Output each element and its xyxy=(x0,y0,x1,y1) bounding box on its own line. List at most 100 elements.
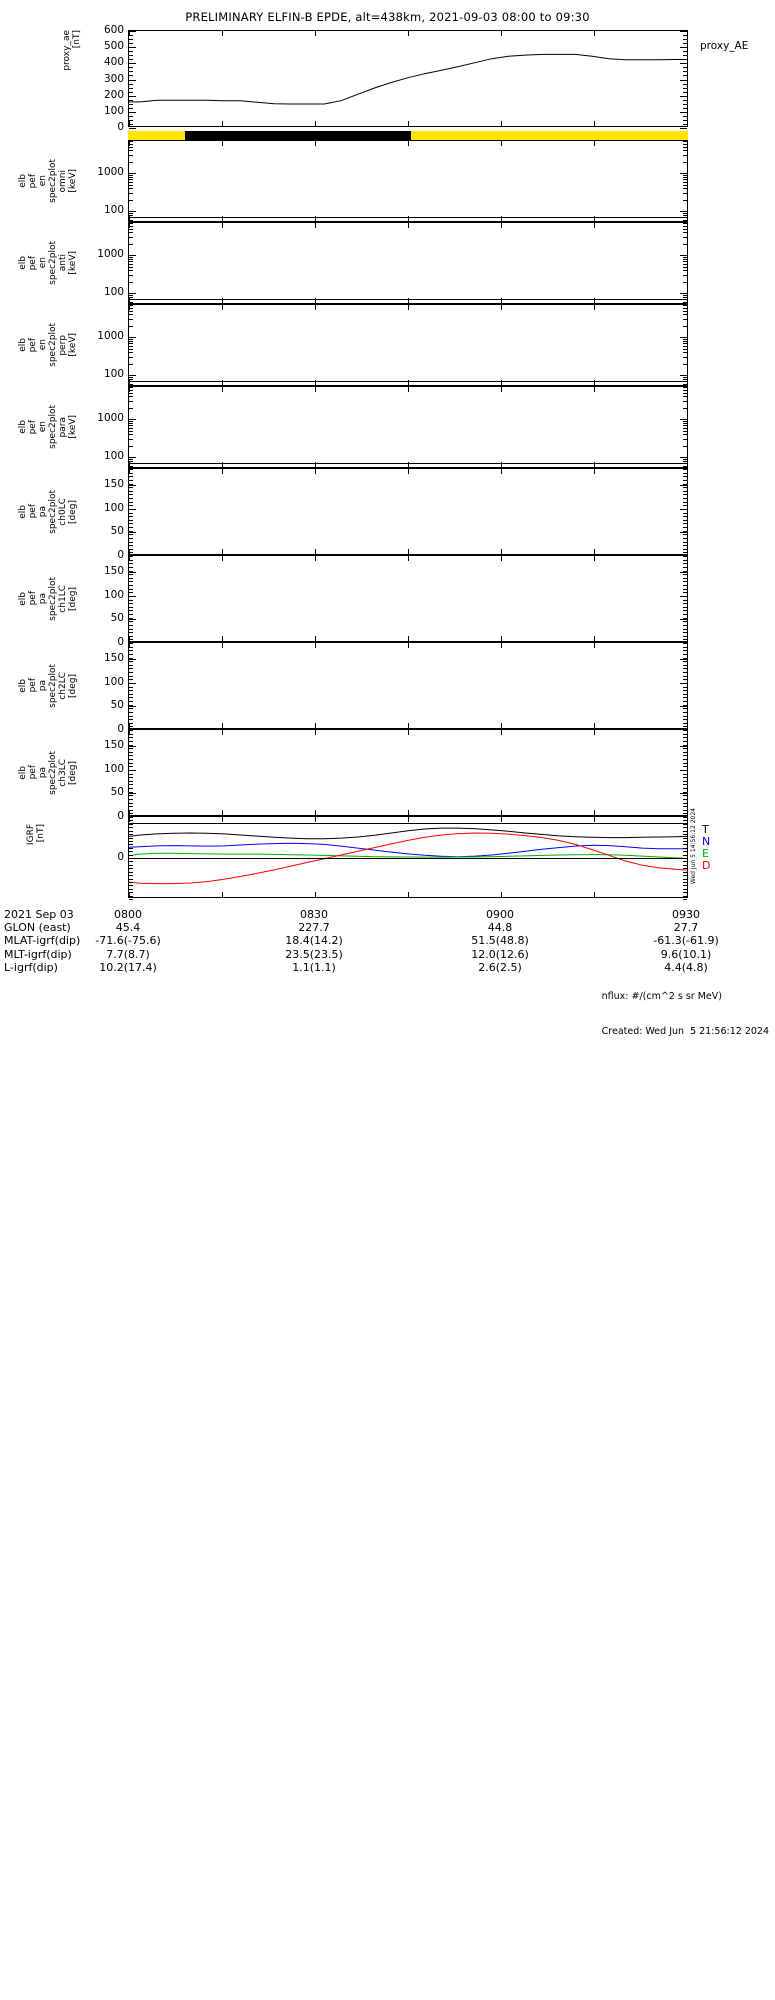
y-minor-tick xyxy=(129,817,133,818)
x-tick-mark xyxy=(315,730,316,735)
ephemeris-value: 7.7(8.7) xyxy=(106,947,150,961)
x-tick-mark xyxy=(408,141,409,146)
y-minor-tick xyxy=(129,759,133,760)
panel-pa-ch0lc[interactable] xyxy=(128,468,688,557)
ylabel-line: pef xyxy=(28,173,38,189)
y-minor-tick xyxy=(129,737,133,739)
y-minor-tick xyxy=(129,63,133,65)
y-minor-tick xyxy=(129,188,133,190)
panel-epde-omni[interactable] xyxy=(128,140,688,224)
y-minor-tick xyxy=(683,585,687,586)
ephemeris-row: L-igrf(dip) 10.2(17.4) 1.1(1.1) 2.6(2.5) 4.4… xyxy=(4,961,775,974)
y-minor-tick xyxy=(683,813,687,815)
y-minor-tick xyxy=(683,383,687,385)
y-minor-tick xyxy=(683,301,687,303)
y-minor-tick xyxy=(683,646,687,648)
ylabel-line: pef xyxy=(28,419,38,435)
y-minor-tick xyxy=(683,115,687,117)
y-minor-tick xyxy=(129,614,133,615)
ylabel-line: ch1LC xyxy=(58,584,68,613)
y-minor-tick xyxy=(683,232,687,234)
y-minor-tick xyxy=(129,606,133,608)
panel-pa-ch1lc[interactable] xyxy=(128,555,688,644)
ylabel-line: omni xyxy=(58,169,68,193)
ephemeris-row: MLT-igrf(dip) 7.7(8.7) 23.5(23.5) 12.0(12.6… xyxy=(4,948,775,961)
x-tick-mark xyxy=(315,636,316,641)
y-minor-tick xyxy=(129,293,133,295)
ylabel-line: elb xyxy=(18,504,28,519)
y-minor-tick xyxy=(683,258,687,260)
y-tick-label: 150 xyxy=(103,565,124,578)
y-minor-tick xyxy=(129,559,133,561)
y-minor-tick xyxy=(683,407,687,409)
y-minor-tick xyxy=(129,107,133,109)
x-tick-mark xyxy=(315,31,316,36)
x-tick-mark xyxy=(594,31,595,36)
y-minor-tick xyxy=(683,679,687,681)
ylabel-line: pef xyxy=(28,591,38,606)
y-minor-tick xyxy=(129,340,133,342)
y-tick-mark xyxy=(129,793,136,795)
y-minor-tick xyxy=(129,407,133,409)
y-minor-tick xyxy=(129,314,133,316)
y-minor-tick xyxy=(683,363,687,365)
ylabel-line: proxy_ae xyxy=(62,30,72,71)
ylabel-line: spec2plot xyxy=(48,241,58,285)
x-tick-mark xyxy=(129,723,130,728)
ephemeris-value: 227.7 xyxy=(298,921,330,935)
y-tick-label: 1000 xyxy=(97,412,124,425)
y-minor-tick xyxy=(129,624,133,626)
ylabel-line: en xyxy=(38,175,48,187)
y-minor-tick xyxy=(129,47,133,49)
panel-pa-ch3lc[interactable] xyxy=(128,729,688,818)
y-minor-tick xyxy=(683,701,687,702)
x-tick-mark xyxy=(501,216,502,221)
ylabel-line: ch0LC xyxy=(58,497,68,526)
y-minor-tick xyxy=(129,111,133,113)
ylabel-line: elb xyxy=(18,765,28,780)
panel-proxy-ae[interactable] xyxy=(128,30,688,129)
y-minor-tick xyxy=(129,146,133,148)
x-tick-mark xyxy=(222,380,223,385)
y-minor-tick xyxy=(129,519,133,521)
y-minor-tick xyxy=(683,146,687,148)
ylabel-line: ch3LC xyxy=(58,758,68,787)
legend-proxy-ae: proxy_AE xyxy=(700,40,749,52)
y-minor-tick xyxy=(129,261,133,263)
y-minor-tick xyxy=(129,223,133,224)
x-tick-mark xyxy=(408,723,409,728)
y-minor-tick xyxy=(683,401,687,403)
series-E xyxy=(129,852,687,859)
y-minor-tick xyxy=(129,548,133,550)
y-minor-tick xyxy=(129,99,133,101)
ephemeris-value: 2.6(2.5) xyxy=(478,960,522,974)
y-minor-tick xyxy=(129,851,133,853)
x-tick-mark xyxy=(222,643,223,648)
y-minor-tick xyxy=(683,809,687,811)
panel-epde-anti[interactable] xyxy=(128,222,688,306)
x-tick-mark xyxy=(129,549,130,554)
panel-epde-perp[interactable] xyxy=(128,304,688,388)
y-minor-tick xyxy=(129,899,133,900)
x-tick-mark xyxy=(501,462,502,467)
panel-pa-ch2lc-ylabel: elb pef pa spec2plot ch2LC [deg] xyxy=(18,642,78,729)
panel-igrf[interactable] xyxy=(128,816,688,900)
y-minor-tick xyxy=(683,603,687,605)
y-minor-tick xyxy=(683,476,687,478)
y-minor-tick xyxy=(683,498,687,499)
y-minor-tick xyxy=(683,237,687,239)
y-minor-tick xyxy=(683,307,687,309)
y-minor-tick xyxy=(129,847,133,849)
panel-epde-para[interactable] xyxy=(128,386,688,470)
x-tick-mark xyxy=(315,643,316,648)
y-minor-tick xyxy=(129,501,133,503)
panel-pa-ch2lc[interactable] xyxy=(128,642,688,731)
y-minor-tick xyxy=(683,885,687,887)
y-tick-mark xyxy=(680,793,687,795)
x-tick-mark xyxy=(501,556,502,561)
y-minor-tick xyxy=(683,95,687,97)
y-minor-tick xyxy=(129,653,133,655)
y-minor-tick xyxy=(683,802,687,804)
science-zone-bar[interactable] xyxy=(128,131,688,140)
y-minor-tick xyxy=(129,39,133,41)
